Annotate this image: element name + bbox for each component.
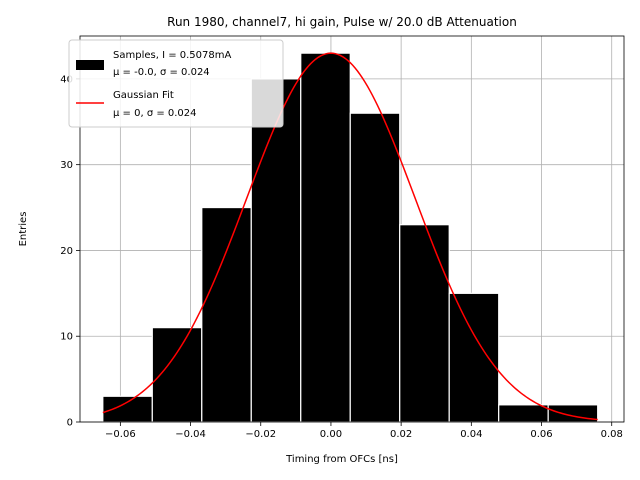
legend-swatch-samples: [76, 60, 104, 70]
x-tick-label: −0.06: [105, 429, 136, 440]
legend-stats-fit: μ = 0, σ = 0.024: [113, 108, 197, 119]
x-tick-label: −0.02: [245, 429, 276, 440]
histogram-bar: [300, 52, 351, 423]
x-axis-ticks: −0.06 −0.04 −0.02 0.00 0.02 0.04 0.06 0.08: [105, 422, 623, 440]
y-tick-label: 30: [60, 160, 73, 171]
y-tick-label: 20: [60, 246, 73, 257]
x-tick-label: 0.06: [530, 429, 552, 440]
histogram-bar: [498, 404, 549, 423]
histogram-bars: [102, 52, 599, 423]
x-tick-label: 0.02: [390, 429, 412, 440]
y-tick-label: 0: [67, 418, 73, 429]
y-tick-label: 10: [60, 332, 73, 343]
x-tick-label: 0.04: [460, 429, 482, 440]
plot-frame: [79, 35, 625, 423]
gaussian-fit-line: [102, 52, 598, 421]
x-tick-label: 0.00: [320, 429, 342, 440]
x-axis-label: Timing from OFCs [ns]: [285, 454, 398, 465]
histogram-bar: [349, 112, 401, 423]
legend-label-fit: Gaussian Fit: [113, 90, 174, 101]
histogram-bar: [399, 224, 450, 423]
histogram-bar: [448, 292, 500, 423]
histogram-bar: [201, 206, 252, 423]
y-tick-label: 40: [60, 74, 73, 85]
x-tick-label: 0.08: [601, 429, 623, 440]
legend: Samples, I = 0.5078mA μ = -0.0, σ = 0.02…: [68, 39, 284, 128]
chart-title: Run 1980, channel7, hi gain, Pulse w/ 20…: [167, 15, 517, 29]
y-axis-ticks: 0 10 20 30 40: [60, 74, 80, 429]
histogram-bar: [250, 78, 302, 423]
legend-stats-samples: μ = -0.0, σ = 0.024: [113, 67, 210, 78]
y-axis-label: Entries: [18, 212, 29, 247]
legend-label-samples: Samples, I = 0.5078mA: [113, 50, 231, 61]
legend-box: [68, 39, 284, 128]
histogram-bar: [102, 395, 153, 423]
x-tick-label: −0.04: [175, 429, 206, 440]
